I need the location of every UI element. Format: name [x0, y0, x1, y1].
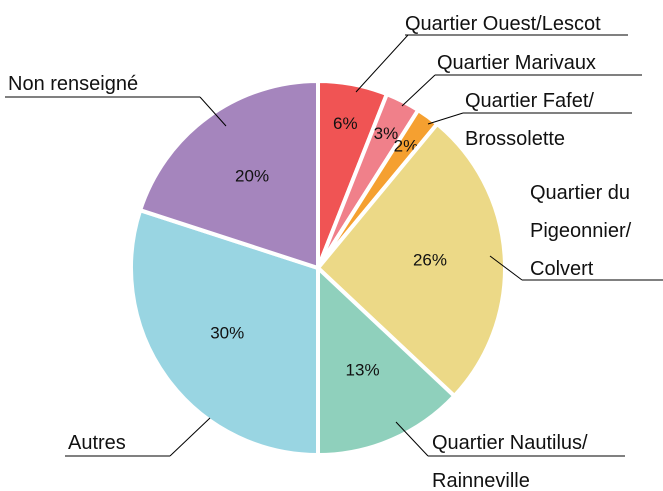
leader-line [355, 34, 409, 93]
pie-slice [316, 263, 458, 458]
value-label: 3% [374, 124, 399, 143]
value-label: 20% [235, 167, 269, 186]
category-label: Quartier Marivaux [437, 52, 596, 74]
pie-slice [315, 121, 507, 399]
value-label: 2% [394, 136, 419, 155]
leader-line [199, 96, 227, 127]
pie-slice [137, 78, 320, 271]
category-label: Non renseigné [8, 73, 138, 95]
value-label: 13% [346, 360, 380, 379]
leader-line [169, 417, 211, 457]
category-label: Autres [68, 432, 126, 454]
value-label: 6% [333, 114, 358, 133]
leader-line [395, 421, 429, 457]
value-label: 30% [210, 323, 244, 342]
leader-line [489, 255, 523, 281]
category-label: Quartier Ouest/Lescot [405, 13, 601, 35]
value-label: 26% [413, 250, 447, 269]
category-label: Quartier Fafet/Brossolette [465, 90, 594, 150]
category-label: Quartier du Pigeonnier/Colvert [530, 182, 632, 280]
leader-line [427, 112, 464, 125]
pie-slice [129, 207, 320, 458]
leader-line [401, 74, 436, 107]
category-label: Quartier Nautilus/Rainneville [432, 432, 588, 491]
